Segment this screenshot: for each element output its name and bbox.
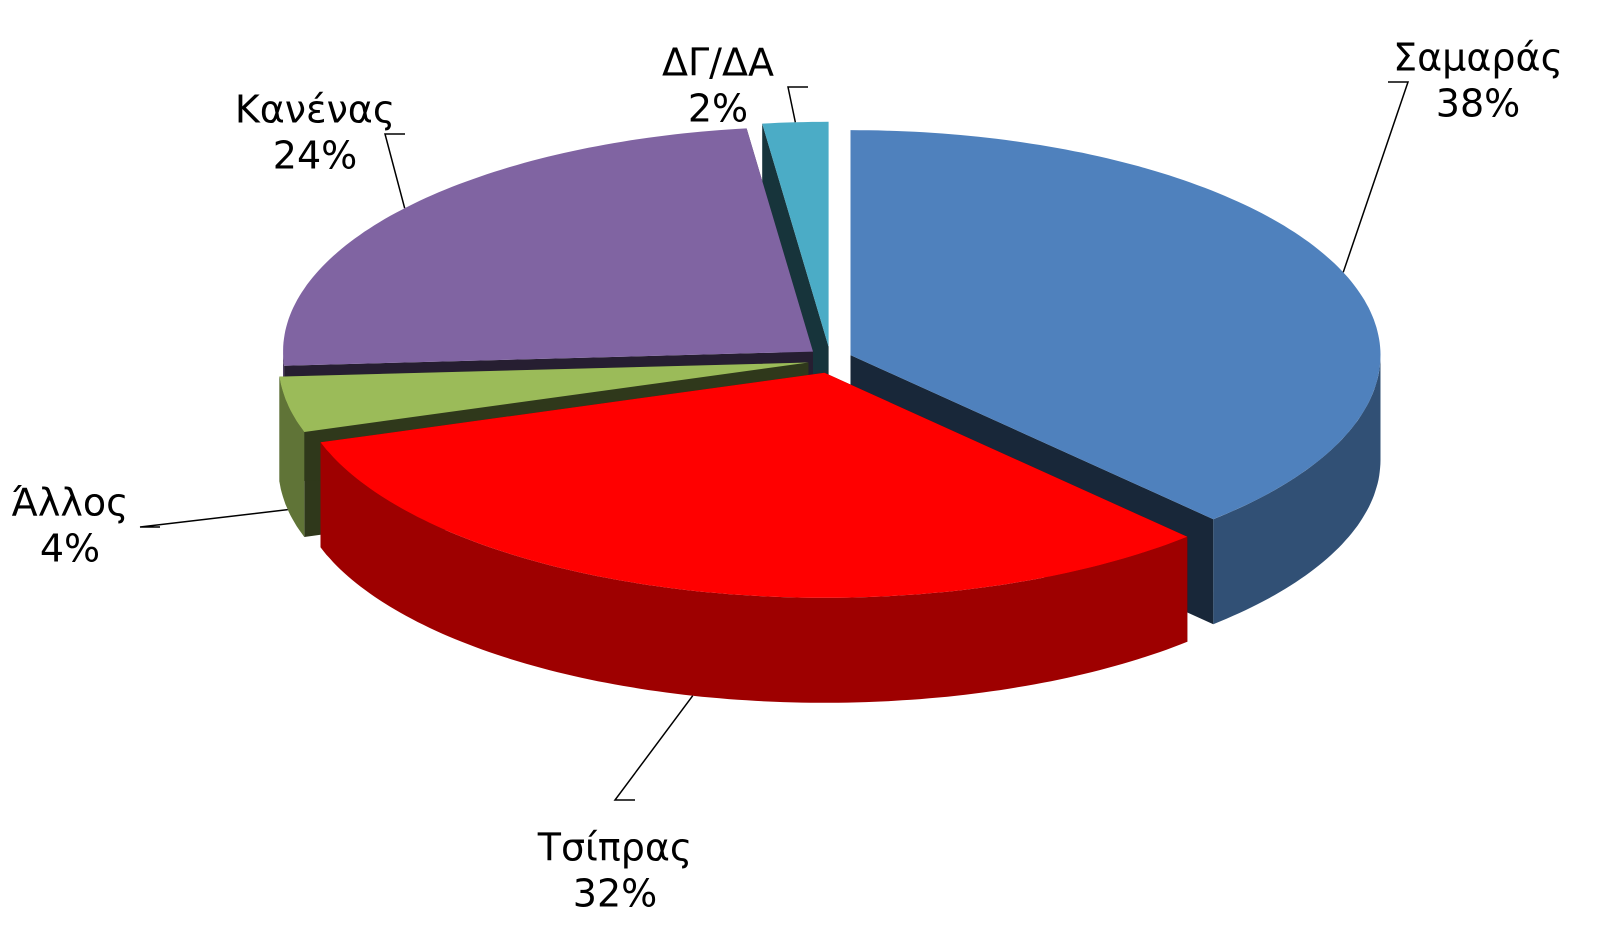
leader-line: [384, 133, 406, 209]
slice-label: Κανένας: [235, 88, 395, 132]
leader-line: [1342, 81, 1410, 273]
slice-label: ΔΓ/ΔΑ: [662, 41, 774, 85]
slice-side: [320, 442, 1188, 703]
leader-line: [787, 86, 808, 123]
leader-line: [139, 508, 288, 528]
slice-value-label: 2%: [688, 87, 748, 131]
slice-tops: [279, 121, 1381, 598]
slice-value-label: 32%: [573, 872, 657, 916]
slice-label: Σαμαράς: [1393, 36, 1563, 80]
slice-label: Τσίπρας: [537, 826, 693, 870]
slice-side: [1213, 355, 1381, 625]
slice-value-label: 38%: [1436, 82, 1520, 126]
slice-value-label: 24%: [273, 134, 357, 178]
leader-line: [613, 695, 694, 801]
slice: [283, 128, 814, 366]
slice: [762, 121, 829, 347]
slice-label: Άλλος: [12, 481, 129, 525]
slice: [850, 130, 1381, 520]
slice-value-label: 4%: [40, 527, 100, 571]
slice-side: [279, 376, 305, 537]
slice: [320, 372, 1188, 598]
slice: [279, 362, 809, 432]
